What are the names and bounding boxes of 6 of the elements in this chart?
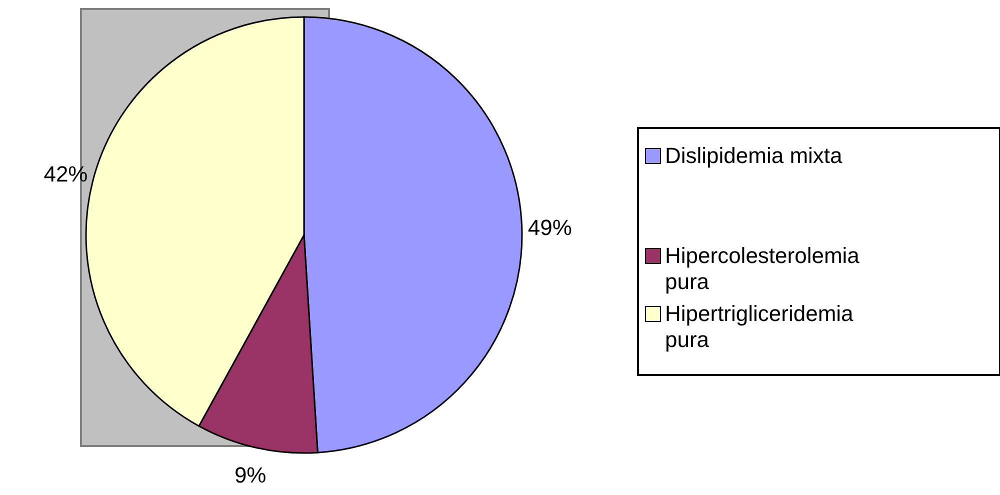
legend-label: Dislipidemia mixta [665, 143, 842, 169]
data-label: 9% [234, 462, 266, 488]
legend-label: Hipercolesterolemia pura [665, 243, 860, 295]
legend-label: Hipertrigliceridemia pura [665, 301, 854, 353]
data-label: 49% [528, 214, 572, 240]
data-label: 42% [44, 161, 88, 186]
